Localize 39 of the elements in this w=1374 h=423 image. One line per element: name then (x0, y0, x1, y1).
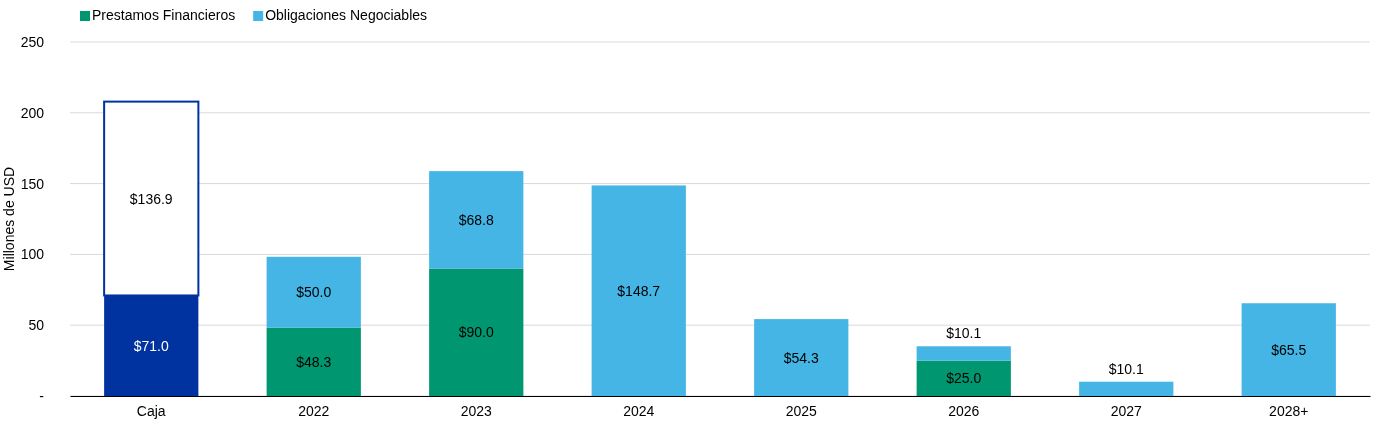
legend-label: Prestamos Financieros (92, 7, 236, 23)
data-label: $48.3 (296, 353, 332, 370)
bar (916, 360, 1011, 396)
data-label: $68.8 (458, 211, 494, 228)
data-label: $50.0 (296, 284, 332, 301)
bar (1079, 381, 1174, 396)
y-tick-label: 150 (20, 175, 45, 192)
x-tick-label: Caja (136, 402, 166, 419)
bar (429, 268, 524, 396)
data-label: $10.1 (1108, 360, 1144, 377)
bar (916, 346, 1011, 361)
legend-label: Obligaciones Negociables (265, 7, 428, 23)
bar (591, 185, 686, 396)
x-tick-label: 2025 (785, 402, 818, 419)
x-tick-label: 2028+ (1269, 402, 1309, 419)
bar (266, 256, 361, 328)
data-label: $25.0 (946, 370, 982, 387)
data-label: $148.7 (617, 282, 661, 299)
y-axis-title: Millones de USD (1, 166, 17, 272)
data-label: $65.5 (1271, 341, 1307, 358)
x-tick-label: 2024 (623, 402, 655, 419)
data-label: $71.0 (133, 337, 169, 354)
x-tick-label: 2027 (1110, 402, 1143, 419)
y-tick-label: - (39, 387, 45, 404)
y-tick-label: 100 (20, 246, 45, 263)
y-tick-label: 50 (28, 317, 45, 334)
x-tick-label: 2023 (460, 402, 493, 419)
data-label: $54.3 (783, 349, 819, 366)
data-label: $136.9 (129, 190, 173, 207)
data-label: $10.1 (946, 325, 982, 342)
y-tick-label: 200 (20, 104, 45, 121)
x-tick-label: 2022 (298, 402, 330, 419)
y-tick-label: 250 (20, 33, 45, 50)
x-tick-label: 2026 (948, 402, 980, 419)
data-label: $90.0 (458, 324, 494, 341)
bar (266, 327, 361, 396)
bar (754, 319, 849, 396)
bar (429, 171, 524, 269)
bar (1241, 303, 1336, 396)
